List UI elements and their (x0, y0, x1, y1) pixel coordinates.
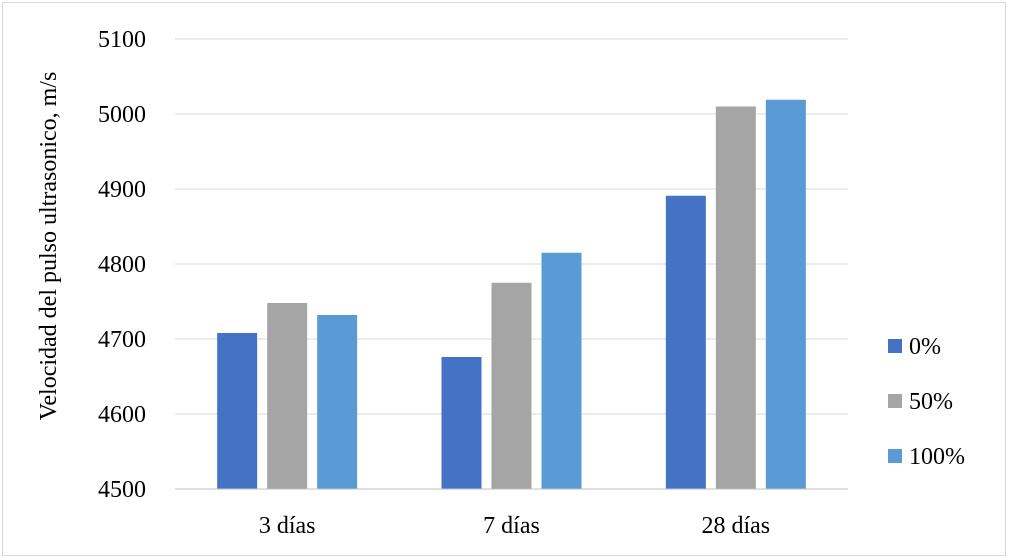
bar-50pct-3 (715, 106, 756, 489)
y-axis-tick-labels: 4500 4600 4700 4800 4900 5000 5100 (98, 27, 146, 503)
x-tick-label: 28 días (701, 513, 770, 539)
y-tick-label: 4800 (98, 252, 146, 278)
x-tick-label: 7 días (483, 513, 540, 539)
legend-label: 50% (909, 389, 953, 415)
bar-0pct-2 (441, 357, 482, 489)
bar-0pct-3 (665, 195, 706, 489)
y-tick-label: 4600 (98, 402, 146, 428)
bar-100pct-2 (541, 252, 582, 489)
y-axis-title: Velocidad del pulso ultrasonico, m/s (36, 72, 62, 421)
legend-swatch (888, 339, 902, 353)
x-axis-tick-labels: 3 días 7 días 28 días (259, 513, 770, 539)
bar-0pct-1 (217, 333, 258, 489)
y-tick-label: 5000 (98, 102, 146, 128)
bars (217, 99, 806, 489)
bar-50pct-1 (267, 303, 308, 489)
bar-100pct-1 (317, 315, 358, 489)
y-tick-label: 5100 (98, 27, 146, 53)
x-tick-label: 3 días (259, 513, 316, 539)
y-tick-label: 4500 (98, 477, 146, 503)
legend-swatch (888, 449, 902, 463)
y-tick-label: 4900 (98, 177, 146, 203)
bar-100pct-3 (765, 99, 806, 489)
legend-label: 100% (909, 444, 965, 470)
y-tick-label: 4700 (98, 327, 146, 353)
bar-50pct-2 (491, 282, 532, 489)
legend-label: 0% (909, 334, 941, 360)
legend-swatch (888, 394, 902, 408)
legend: 0% 50% 100% (888, 334, 965, 470)
